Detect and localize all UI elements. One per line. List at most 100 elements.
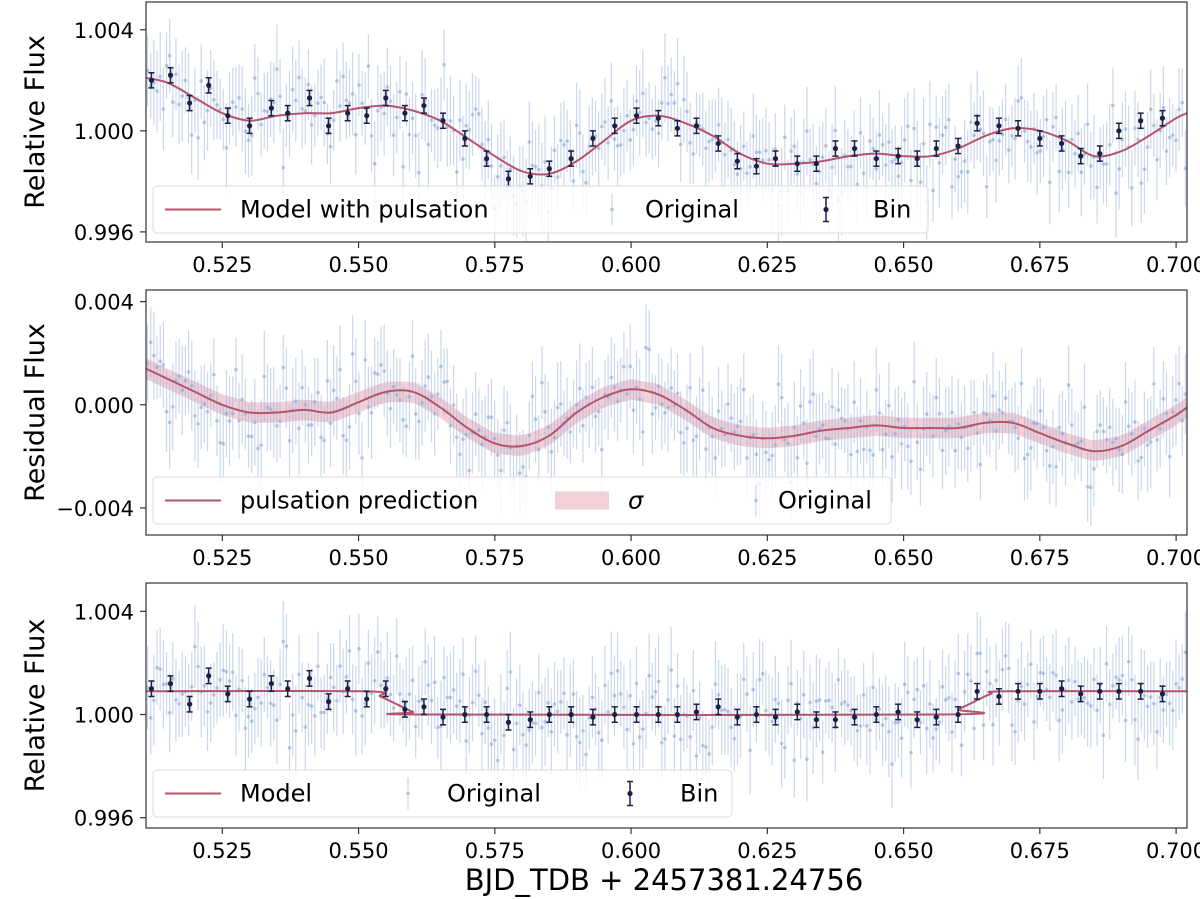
original-point [287,438,292,443]
original-point [1035,421,1039,426]
original-point [947,118,951,122]
original-point [811,392,815,396]
original-point [782,135,787,140]
original-point [1126,659,1131,664]
original-point [757,677,762,682]
original-point [1161,106,1166,110]
original-point [394,393,399,397]
original-point [199,79,204,83]
legend-label: Model [240,780,312,808]
original-point [360,456,364,460]
original-point [413,133,418,138]
original-point [511,747,516,752]
original-point [792,144,797,149]
original-point [309,123,314,127]
original-point [146,361,150,366]
bin-point [772,714,779,720]
legend-box [152,185,929,234]
bin-point [693,123,700,129]
original-point [1000,410,1005,415]
original-point [590,385,595,390]
original-point [1174,682,1178,686]
original-point [1114,675,1118,679]
original-point [527,140,532,144]
original-point [1076,131,1080,136]
original-point [902,682,907,687]
original-point [243,129,248,134]
bin-point [1037,688,1043,694]
original-point [1145,704,1150,709]
original-point [473,412,478,416]
original-point [344,438,349,442]
x-tick-label: 0.700 [1146,839,1200,863]
original-point [549,729,554,734]
original-point [202,402,207,406]
axes-frame [145,289,1188,536]
original-point [663,411,667,415]
original-point [461,437,465,441]
original-point [981,410,986,415]
original-point [786,698,790,703]
original-point [849,452,853,457]
original-point [950,730,954,735]
original-point [1013,136,1017,141]
original-point [193,644,197,649]
original-point [798,404,803,408]
original-point [584,752,588,757]
original-point [1171,708,1175,713]
original-point [735,424,740,429]
original-point [827,437,831,441]
original-point [492,738,497,743]
original-point [1006,148,1011,152]
original-point [300,106,304,111]
x-tick-label: 0.525 [192,253,252,277]
original-point [672,101,677,105]
original-point [202,120,207,125]
original-point [874,388,879,392]
x-tick-label: 0.650 [874,546,934,570]
original-point [732,736,737,741]
original-point [407,132,412,137]
original-point [281,365,286,370]
original-point [1044,117,1049,122]
original-point [631,741,636,746]
original-point [700,388,705,392]
original-point [1079,439,1084,443]
original-point [1155,438,1159,442]
original-point [237,96,241,100]
original-point [215,103,219,107]
original-point [420,93,424,97]
original-point [306,423,311,427]
original-point [972,726,976,731]
x-tick-label: 0.575 [465,839,525,863]
bin-point [955,711,961,718]
original-point [1111,103,1115,108]
original-point [606,710,610,714]
original-point [224,146,229,150]
original-point [1029,145,1033,149]
bin-point [1097,688,1103,694]
original-point [988,681,992,686]
bin-point [832,145,839,152]
original-point [246,714,251,719]
original-points [146,304,1187,526]
legend-box [152,476,892,525]
original-point [694,434,699,439]
original-point [663,75,667,80]
original-point [1029,662,1033,667]
original-point [1000,667,1005,672]
original-point [1076,697,1080,701]
original-point [152,698,156,703]
bin-point [402,706,408,712]
original-point [505,420,509,425]
original-point [622,128,626,133]
original-point [574,734,579,739]
original-point [978,462,983,467]
legend-swatch-point [627,790,633,797]
original-point [1177,107,1181,112]
original-point [704,146,708,151]
legend: Model Original Bin [152,769,733,818]
original-point [177,374,181,378]
original-point [625,113,629,118]
original-point [388,99,393,104]
